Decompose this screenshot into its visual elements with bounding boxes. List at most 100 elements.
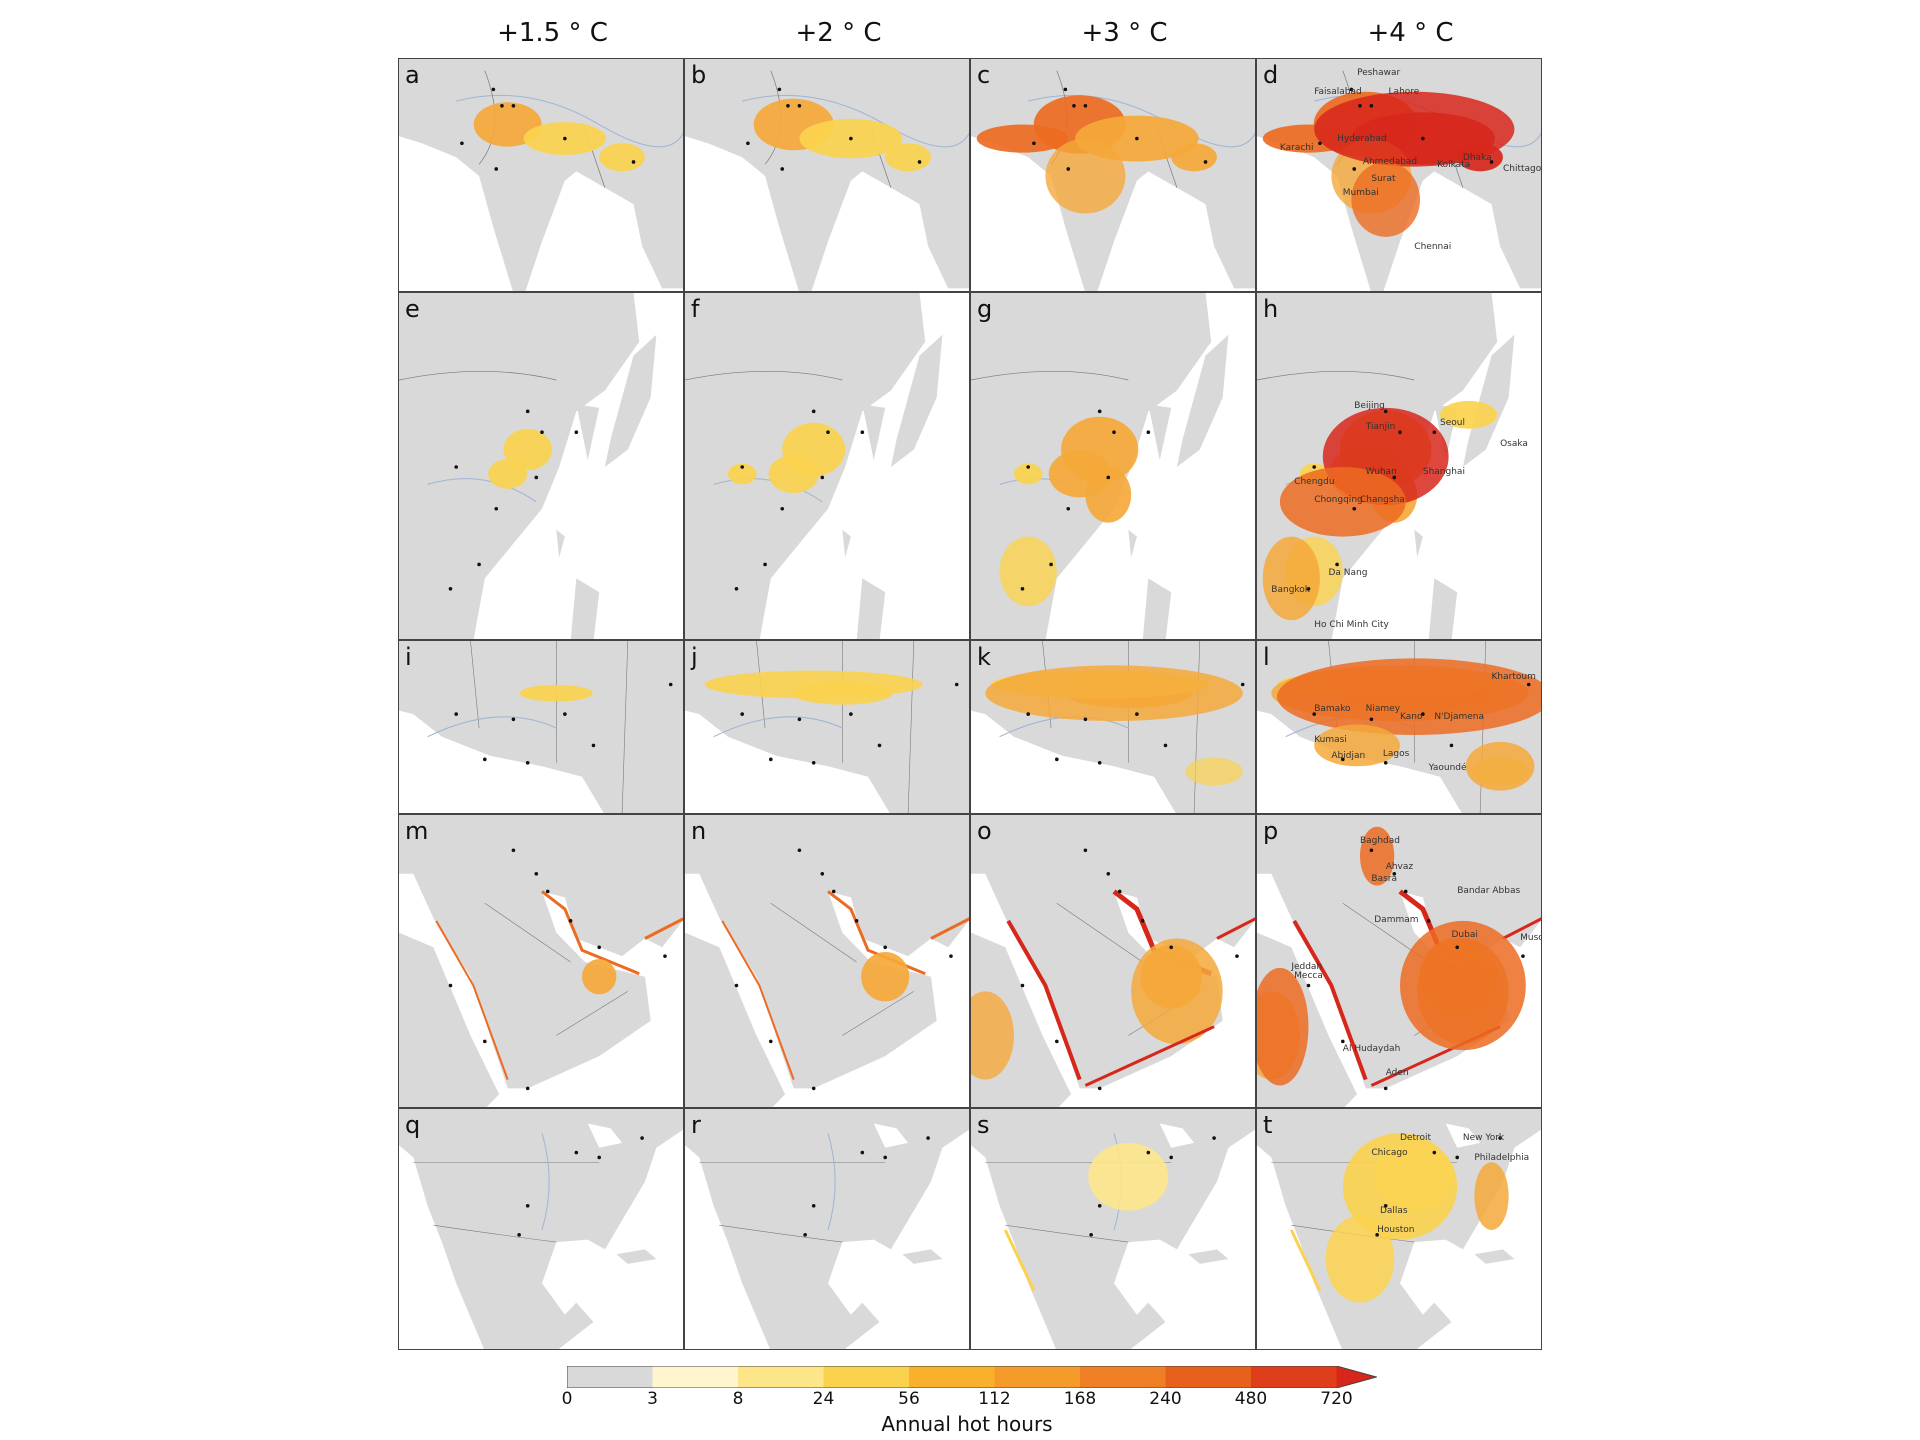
city-marker: [511, 717, 516, 722]
land-mass-east: [1491, 199, 1541, 289]
heat-patch: [1351, 161, 1421, 237]
coastal-heat-band: [541, 890, 640, 976]
city-marker: [860, 1150, 865, 1155]
japan-islands: [1176, 334, 1229, 467]
heat-patch: [1013, 463, 1043, 485]
city-marker: [1097, 409, 1102, 414]
city-marker: [740, 712, 744, 716]
city-marker: [1097, 1086, 1102, 1091]
map-panel-n: n: [684, 814, 970, 1108]
colorbar: [567, 1366, 1377, 1388]
city-marker: [1369, 717, 1374, 722]
heat-patch: [1465, 741, 1535, 791]
city-label: Faisalabad: [1314, 87, 1362, 98]
river-line: [541, 1133, 550, 1231]
heat-patch: [861, 952, 910, 1002]
city-marker: [1066, 167, 1071, 171]
city-marker: [1203, 160, 1208, 164]
map-panel-e: e: [398, 292, 684, 640]
city-label: Bandar Abbas: [1457, 885, 1521, 896]
panel-letter: a: [405, 61, 420, 89]
city-label: Chittagong: [1502, 164, 1542, 175]
panel-letter: k: [977, 643, 991, 671]
coastal-heat-band: [1006, 919, 1082, 1081]
caribbean-islands: [902, 1249, 943, 1264]
city-marker: [1383, 1086, 1388, 1091]
map-panel-s: s: [970, 1108, 1256, 1350]
city-marker: [574, 1150, 579, 1155]
map-west-africa: [399, 641, 683, 813]
heat-patch: [768, 454, 819, 494]
city-marker: [1312, 465, 1316, 469]
taiwan-island: [1128, 529, 1137, 558]
panel-letter: i: [405, 643, 412, 671]
city-marker: [1049, 562, 1053, 567]
north-america-land: [685, 1109, 969, 1349]
korea-peninsula: [576, 404, 600, 461]
city-label: Yaoundé: [1428, 762, 1467, 773]
panel-letter: f: [691, 295, 700, 323]
border-line: [770, 902, 914, 1036]
map-north-america: [399, 1109, 683, 1349]
caribbean-islands: [616, 1249, 657, 1264]
city-marker: [1306, 587, 1311, 591]
river-line: [456, 94, 683, 148]
city-marker: [640, 1136, 644, 1140]
city-marker: [1240, 682, 1245, 687]
japan-islands: [604, 334, 657, 467]
coastal-heat-band: [644, 917, 683, 940]
city-marker: [1106, 475, 1111, 480]
map-east-asia: [1257, 293, 1515, 639]
city-marker: [1117, 889, 1122, 894]
colorbar-tick-label: 0: [561, 1389, 573, 1409]
city-marker: [883, 945, 887, 950]
map-panel-m: m: [398, 814, 684, 1108]
heat-patch: [1325, 1215, 1395, 1303]
city-marker: [563, 136, 567, 141]
city-marker: [1375, 1233, 1379, 1237]
city-label: Mumbai: [1342, 187, 1379, 198]
city-marker: [1146, 430, 1151, 434]
philippines: [856, 578, 886, 639]
city-marker: [1341, 1039, 1345, 1044]
city-marker: [949, 954, 953, 958]
city-marker: [1020, 983, 1025, 988]
city-marker: [574, 430, 579, 434]
map-panel-t: t Detroit New York Chicago Philadelphia Dalla…: [1256, 1108, 1542, 1350]
coastal-heat-band: [1003, 1229, 1036, 1292]
city-marker: [663, 954, 667, 958]
city-label: Kolkata: [1437, 159, 1471, 170]
map-south-asia: [399, 59, 683, 291]
panel-letter: c: [977, 61, 991, 89]
map-panel-i: i: [398, 640, 684, 814]
city-marker: [1369, 104, 1374, 108]
city-marker: [545, 889, 550, 894]
heat-patch: [1440, 400, 1498, 429]
city-label: Chongqing: [1314, 494, 1363, 505]
city-marker: [1306, 983, 1311, 988]
city-marker: [780, 167, 785, 171]
map-panel-b: b: [684, 58, 970, 292]
city-label: Bamako: [1314, 703, 1351, 714]
city-marker: [826, 430, 830, 434]
city-marker: [1083, 848, 1088, 853]
taiwan-island: [556, 529, 565, 558]
heat-patch: [727, 463, 757, 485]
colorbar-tick-label: 240: [1149, 1389, 1182, 1409]
city-label: Ahvaz: [1385, 862, 1414, 873]
heat-patch: [1088, 1142, 1169, 1211]
land-mass-east: [919, 199, 969, 289]
panel-letter: s: [977, 1111, 990, 1139]
land-mass: [399, 641, 683, 813]
heat-patch: [971, 991, 1014, 1080]
city-label: Muscat: [1520, 932, 1541, 943]
city-label: Detroit: [1400, 1133, 1432, 1144]
heat-patch: [976, 124, 1069, 153]
city-label: N'Djamena: [1434, 712, 1484, 723]
city-marker: [1235, 954, 1239, 958]
map-west-africa: [1257, 641, 1541, 813]
city-marker: [1392, 872, 1397, 876]
city-marker: [1026, 712, 1030, 716]
city-marker: [849, 712, 853, 716]
city-marker: [1063, 87, 1068, 92]
